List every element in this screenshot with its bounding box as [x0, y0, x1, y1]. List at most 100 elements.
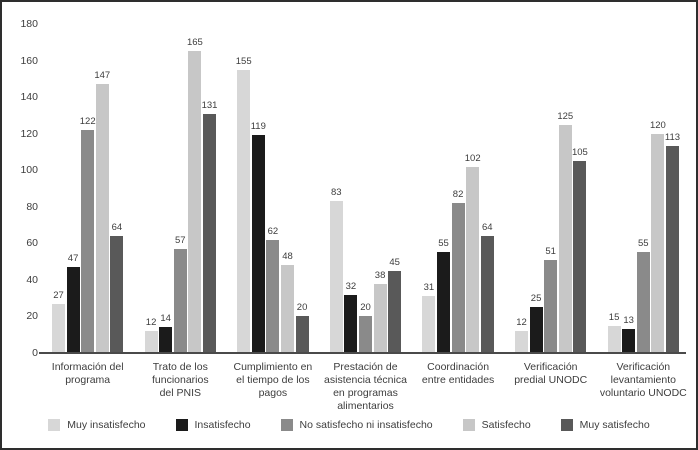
bar-value-label: 105: [571, 147, 588, 159]
legend-item: Muy insatisfecho: [48, 419, 146, 431]
bar-value-label: 20: [296, 302, 308, 314]
bar: [203, 113, 216, 353]
y-axis-tick-label: 100: [20, 164, 38, 177]
category-label: Cumplimiento en el tiempo de los pagos: [233, 361, 313, 399]
bar: [344, 294, 358, 353]
legend-swatch-icon: [48, 419, 61, 431]
bar: [422, 296, 436, 353]
bar-value-label: 57: [175, 234, 186, 246]
bar: [295, 316, 309, 353]
bar: [95, 84, 109, 353]
bar-value-label: 122: [79, 116, 96, 127]
bar-value-label: 12: [516, 317, 527, 329]
y-axis-tick-label: 0: [32, 347, 38, 359]
bar-value-label: 13: [623, 315, 634, 327]
legend-label: Satisfecho: [481, 419, 531, 431]
legend-swatch-icon: [462, 419, 475, 431]
bar: [144, 331, 158, 353]
bar-value-label: 82: [452, 189, 464, 201]
bar-value-label: 15: [608, 311, 620, 323]
bar: [359, 316, 372, 353]
bar-value-label: 62: [267, 225, 279, 237]
bar-value-label: 47: [67, 253, 79, 265]
bar: [266, 239, 280, 353]
bar-value-label: 25: [530, 293, 542, 305]
bar-value-label: 45: [389, 256, 400, 268]
bar-value-label: 147: [94, 70, 111, 82]
bar: [451, 203, 465, 353]
legend-item: No satisfecho ni insatisfecho: [280, 419, 433, 431]
legend-label: Muy satisfecho: [579, 419, 650, 431]
bar: [66, 267, 80, 353]
bar: [237, 69, 251, 353]
bar: [666, 146, 679, 353]
bar-value-label: 102: [464, 152, 481, 164]
bar-value-label: 14: [160, 313, 171, 325]
bar: [466, 166, 480, 353]
legend-item: Insatisfecho: [175, 419, 251, 431]
bar: [173, 248, 187, 353]
category-label: Trato de los funcionarios del PNIS: [151, 361, 209, 399]
bar: [52, 303, 65, 353]
y-axis-tick-label: 80: [26, 200, 38, 213]
category-label: Coordinación entre entidades: [421, 361, 495, 386]
bar-value-label: 64: [482, 222, 493, 234]
bar-value-label: 113: [664, 132, 681, 144]
bar: [329, 201, 343, 353]
bar: [558, 124, 572, 353]
y-axis-tick-label: 40: [26, 273, 38, 286]
bar-value-label: 55: [638, 238, 649, 250]
bar: [515, 331, 528, 353]
bar-value-label: 12: [145, 317, 157, 329]
bar: [388, 270, 402, 353]
bar: [188, 51, 202, 353]
bar-value-label: 165: [186, 37, 203, 49]
bar: [622, 329, 636, 353]
bar: [159, 327, 173, 353]
bar-value-label: 119: [250, 121, 266, 133]
bar-value-label: 55: [438, 238, 449, 250]
bar-value-label: 48: [282, 251, 293, 263]
legend: Muy insatisfecho Insatisfecho No satisfech…: [2, 419, 696, 431]
category-label: Información del programa: [51, 361, 124, 386]
bar: [480, 236, 494, 353]
bar: [251, 135, 265, 353]
bar-value-label: 125: [557, 110, 574, 122]
category-label: Prestación de asistencia técnica en prog…: [324, 361, 407, 412]
bar-value-label: 64: [111, 222, 123, 234]
y-axis-tick-label: 160: [20, 54, 38, 67]
category-label: Verificación predial UNODC: [514, 361, 588, 386]
y-axis-tick-label: 140: [20, 91, 38, 104]
y-axis-tick-label: 60: [26, 237, 38, 250]
bar-value-label: 155: [235, 55, 252, 67]
bar-value-label: 51: [545, 245, 556, 257]
bar-value-label: 32: [345, 280, 357, 292]
bar-value-label: 38: [374, 269, 386, 281]
legend-label: No satisfecho ni insatisfecho: [299, 419, 433, 431]
y-axis-tick-label: 20: [26, 310, 38, 323]
bar: [651, 133, 665, 353]
bar-value-label: 20: [360, 302, 371, 314]
bar-value-label: 31: [423, 282, 435, 294]
legend-swatch-icon: [560, 419, 573, 431]
y-axis-tick-label: 180: [20, 18, 38, 30]
bar: [573, 161, 587, 353]
bar: [373, 283, 387, 353]
bar: [110, 236, 124, 353]
bar-value-label: 131: [201, 99, 218, 111]
bar-value-label: 83: [331, 187, 342, 199]
legend-swatch-icon: [280, 419, 293, 431]
legend-swatch-icon: [175, 419, 188, 431]
bar: [607, 325, 621, 353]
bar: [636, 252, 650, 353]
x-axis-line: [39, 352, 686, 354]
bar: [544, 259, 558, 353]
legend-item: Muy satisfecho: [560, 419, 650, 431]
category-label: Verificación levantamiento voluntario UN…: [599, 361, 687, 399]
bar-value-label: 27: [53, 289, 64, 301]
bar: [81, 130, 95, 353]
legend-item: Satisfecho: [462, 419, 531, 431]
bar: [529, 307, 543, 353]
legend-label: Insatisfecho: [194, 419, 251, 431]
